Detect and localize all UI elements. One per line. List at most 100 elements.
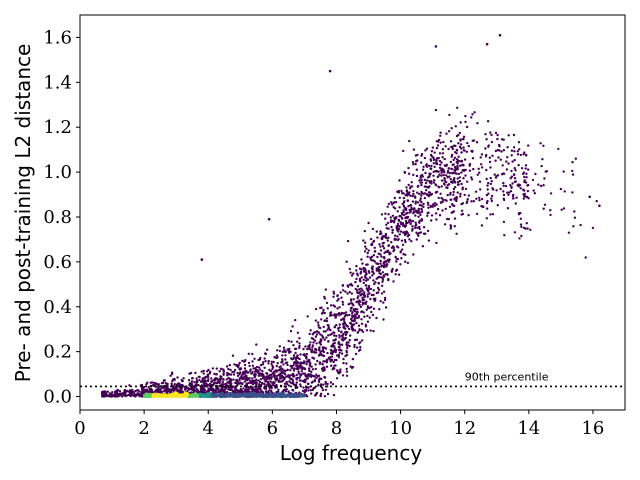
scatter-points [101,33,601,398]
data-point [339,291,342,294]
data-point [188,383,191,386]
data-point [358,277,362,280]
data-point [343,315,347,318]
data-point [323,376,327,379]
data-point [435,241,438,245]
data-point [543,203,547,206]
data-point [292,344,295,347]
data-point [526,189,530,193]
data-point [232,378,235,381]
data-point [359,300,362,303]
data-point [302,362,306,365]
data-point [335,334,338,338]
data-point [520,225,523,229]
data-point [512,197,515,200]
data-point [271,372,274,375]
data-point [369,297,372,301]
data-point [372,272,375,275]
data-point [411,200,415,203]
data-point [496,148,499,152]
data-point [340,334,344,337]
data-point [192,386,195,389]
data-point [423,192,426,195]
data-point [207,378,210,381]
data-point [326,382,329,386]
data-point [486,120,490,123]
data-point [345,362,348,365]
data-point [418,221,421,224]
data-point [348,338,351,342]
data-point [194,371,197,375]
data-point [440,196,443,200]
data-point [334,349,337,353]
data-point [434,45,438,48]
data-point [257,379,260,382]
data-point [459,138,462,141]
data-point [474,190,478,193]
data-point [458,176,461,179]
data-point [525,176,528,179]
data-point [345,353,349,357]
data-point [415,174,419,178]
data-point [437,175,440,178]
data-point [573,210,576,213]
data-point [299,379,302,382]
data-point [361,262,364,265]
data-point [472,167,475,171]
data-point [510,169,513,173]
data-point [324,288,327,291]
data-point [562,170,565,173]
data-point [310,337,314,340]
data-point [281,350,284,353]
data-point [439,131,442,134]
data-point [348,344,351,348]
data-point [486,188,489,191]
data-point [263,375,266,379]
data-point [485,177,488,181]
data-point [393,238,396,241]
data-point [346,331,349,334]
data-point [457,172,461,176]
data-point [404,219,408,223]
data-point [338,336,341,339]
data-point [403,233,407,237]
data-point [322,330,326,333]
data-point [309,341,312,344]
data-point [210,377,213,380]
data-point [459,143,463,146]
density-point [290,393,294,397]
data-point [287,339,290,343]
data-point [225,365,229,368]
data-point [486,199,489,203]
data-point [238,361,241,365]
data-point [329,313,333,317]
data-point [355,321,358,325]
data-point [248,364,251,368]
data-point [292,369,296,372]
data-point [247,390,250,393]
data-point [281,354,284,357]
data-point [316,330,319,333]
data-point [365,284,368,287]
data-point [410,240,413,243]
data-point [136,392,139,396]
data-point [403,171,407,174]
data-point [360,287,363,290]
data-point [517,183,520,186]
data-point [504,184,508,188]
data-point [322,325,325,329]
density-point [177,393,182,398]
data-point [417,208,420,212]
data-point [261,370,264,373]
data-point [195,383,198,386]
data-point [259,363,263,367]
data-point [346,239,350,243]
data-point [571,173,575,176]
data-point [419,213,422,217]
data-point [480,204,483,208]
data-point [359,348,362,351]
data-point [441,198,445,201]
data-point [513,150,516,153]
data-point [168,388,172,391]
data-point [390,270,393,273]
